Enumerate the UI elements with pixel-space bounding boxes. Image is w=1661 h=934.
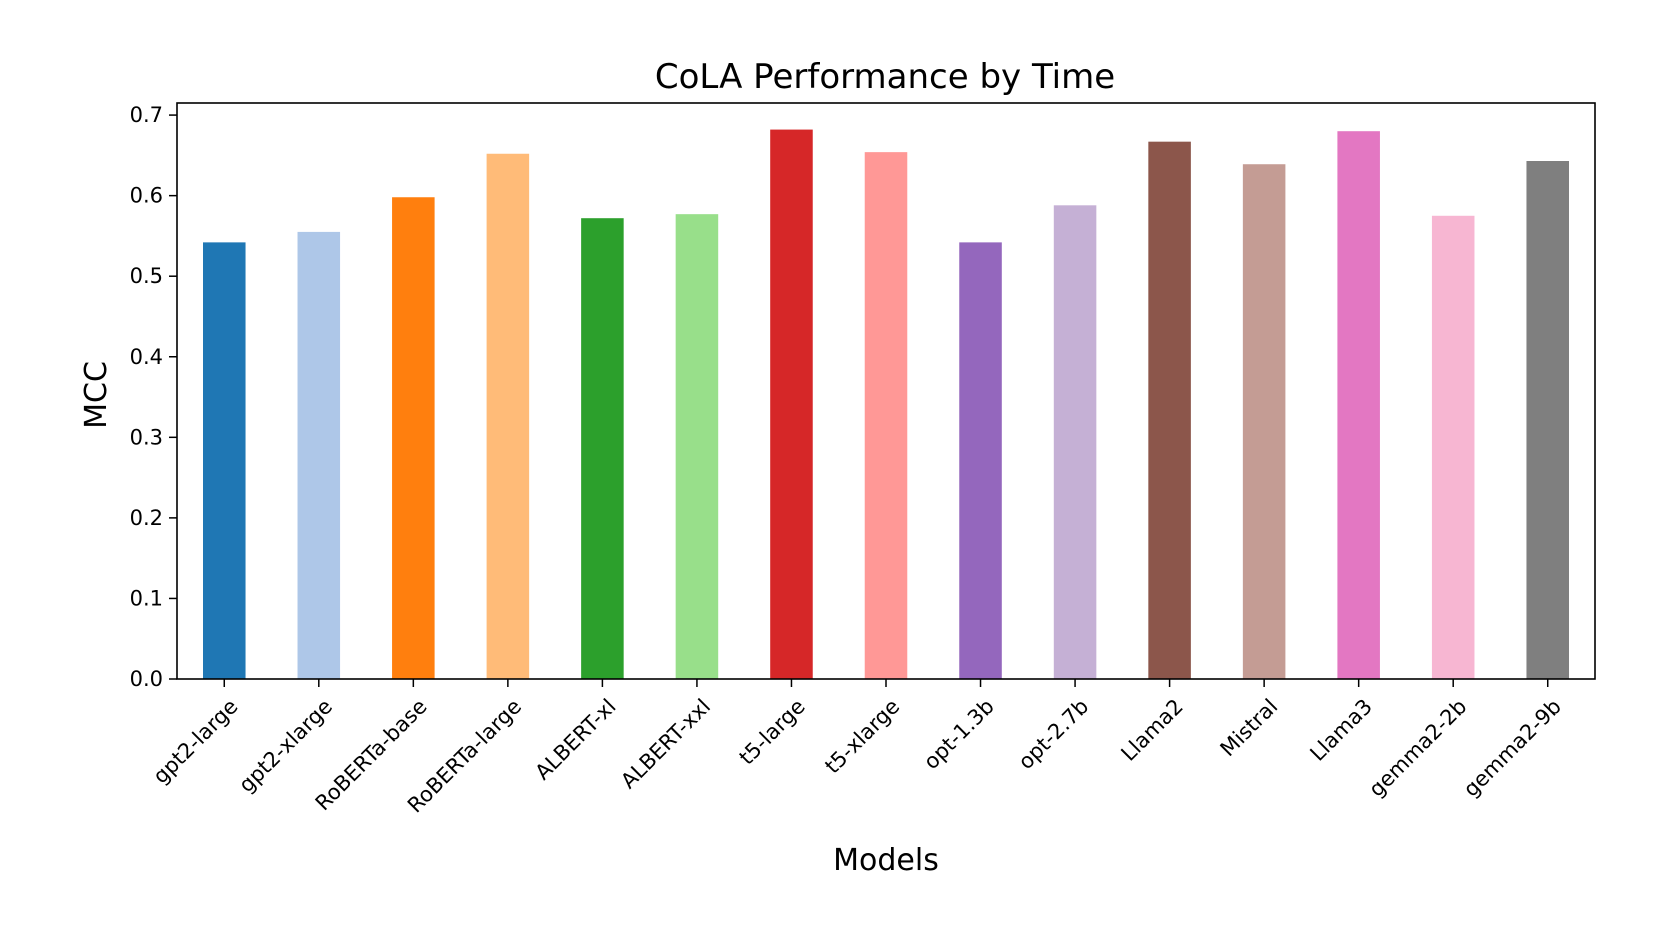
y-tick-label: 0.4: [130, 345, 163, 369]
y-tick-label: 0.2: [130, 506, 163, 530]
y-tick-label: 0.3: [130, 425, 163, 449]
bar-opt-2-7b: [1053, 205, 1097, 679]
chart-title: CoLA Performance by Time: [655, 57, 1115, 97]
y-axis-label: MCC: [79, 361, 114, 429]
bar-gemma2-9b: [1526, 161, 1569, 679]
bar-gpt2-large: [203, 242, 246, 679]
y-tick-label: 0.5: [130, 264, 163, 288]
bar-t5-xlarge: [864, 152, 908, 679]
bar-roberta-large: [486, 153, 530, 679]
y-tick-label: 0.7: [130, 103, 163, 127]
bar-opt-1-3b: [959, 242, 1002, 679]
bar-llama2: [1148, 141, 1191, 680]
bar-gemma2-2b: [1431, 215, 1475, 679]
y-tick-label: 0.1: [130, 586, 163, 610]
x-axis-label: Models: [833, 843, 939, 878]
y-tick-label: 0.6: [130, 184, 163, 208]
bar-albert-xxl: [675, 214, 719, 680]
bars-layer: [203, 129, 1569, 680]
bar-gpt2-xlarge: [297, 231, 341, 679]
y-tick-label: 0.0: [130, 667, 163, 691]
y-axis: 0.0 0.1 0.2 0.3 0.4 0.5 0.6 0.7: [130, 103, 177, 691]
bar-mistral: [1242, 164, 1286, 680]
bar-t5-large: [770, 129, 813, 679]
bar-roberta-base: [392, 197, 435, 679]
bar-llama3: [1337, 131, 1380, 679]
bar-albert-xl: [581, 218, 624, 679]
